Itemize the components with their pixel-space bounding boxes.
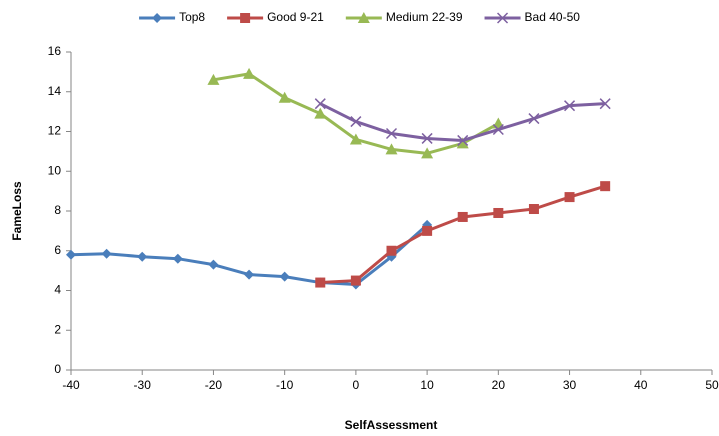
- y-tick-label: 6: [54, 243, 61, 257]
- legend-item: Top8: [139, 10, 205, 24]
- x-tick-label: -10: [276, 378, 294, 392]
- marker: [315, 277, 326, 288]
- marker: [279, 271, 290, 282]
- y-tick-label: 14: [48, 84, 62, 98]
- marker: [243, 67, 256, 79]
- marker: [564, 192, 575, 203]
- legend-item: Good 9-21: [227, 10, 324, 24]
- x-tick-label: -20: [205, 378, 223, 392]
- y-tick-label: 10: [48, 163, 62, 177]
- marker: [278, 91, 291, 103]
- marker: [421, 132, 433, 144]
- marker: [564, 100, 576, 112]
- marker: [456, 137, 469, 149]
- legend-marker: [357, 12, 370, 23]
- x-tick-label: -40: [62, 378, 80, 392]
- marker: [349, 133, 362, 145]
- marker: [350, 275, 361, 286]
- series-line: [319, 102, 606, 142]
- marker: [66, 249, 76, 260]
- marker: [314, 107, 327, 119]
- marker: [386, 245, 397, 256]
- legend-label: Top8: [179, 10, 205, 24]
- marker: [493, 207, 504, 218]
- marker: [385, 127, 398, 140]
- x-tick-label: -30: [134, 378, 152, 392]
- marker: [421, 147, 434, 159]
- y-axis-title: FameLoss: [10, 181, 24, 241]
- marker: [528, 204, 539, 215]
- y-tick-label: 8: [54, 203, 61, 217]
- legend-item: Bad 40-50: [484, 10, 581, 24]
- marker: [528, 113, 540, 125]
- legend-marker: [240, 13, 251, 23]
- y-tick-label: 12: [48, 124, 62, 138]
- marker: [314, 98, 326, 110]
- x-tick-label: 40: [634, 378, 648, 392]
- y-tick-label: 16: [48, 44, 62, 58]
- y-tick-label: 4: [54, 283, 61, 297]
- x-tick-label: 50: [705, 378, 719, 392]
- x-axis-title: SelfAssessment: [345, 418, 438, 432]
- marker: [207, 73, 220, 85]
- marker: [457, 134, 469, 146]
- marker: [385, 143, 398, 155]
- y-tick-label: 0: [54, 362, 61, 376]
- marker: [457, 211, 468, 222]
- marker: [208, 259, 219, 270]
- legend-label: Bad 40-50: [525, 10, 581, 24]
- marker: [101, 248, 112, 259]
- marker: [350, 116, 362, 128]
- legend-marker: [497, 12, 509, 24]
- legend: Top8 Good 9-21 Medium 22-39 Bad 40-50: [139, 10, 580, 24]
- y-tick-label: 2: [54, 322, 61, 336]
- marker: [172, 253, 183, 264]
- legend-label: Medium 22-39: [386, 10, 463, 24]
- legend-label: Good 9-21: [267, 10, 324, 24]
- x-tick-label: 10: [420, 378, 434, 392]
- x-tick-label: 0: [353, 378, 360, 392]
- marker: [599, 98, 611, 110]
- marker: [422, 225, 433, 236]
- legend-marker: [152, 13, 163, 23]
- x-tick-label: 30: [563, 378, 577, 392]
- marker: [137, 251, 148, 262]
- series-line: [320, 184, 606, 285]
- legend-item: Medium 22-39: [345, 10, 463, 24]
- x-tick-label: 20: [492, 378, 506, 392]
- marker: [600, 181, 611, 192]
- marker: [244, 269, 255, 280]
- marker: [492, 123, 504, 136]
